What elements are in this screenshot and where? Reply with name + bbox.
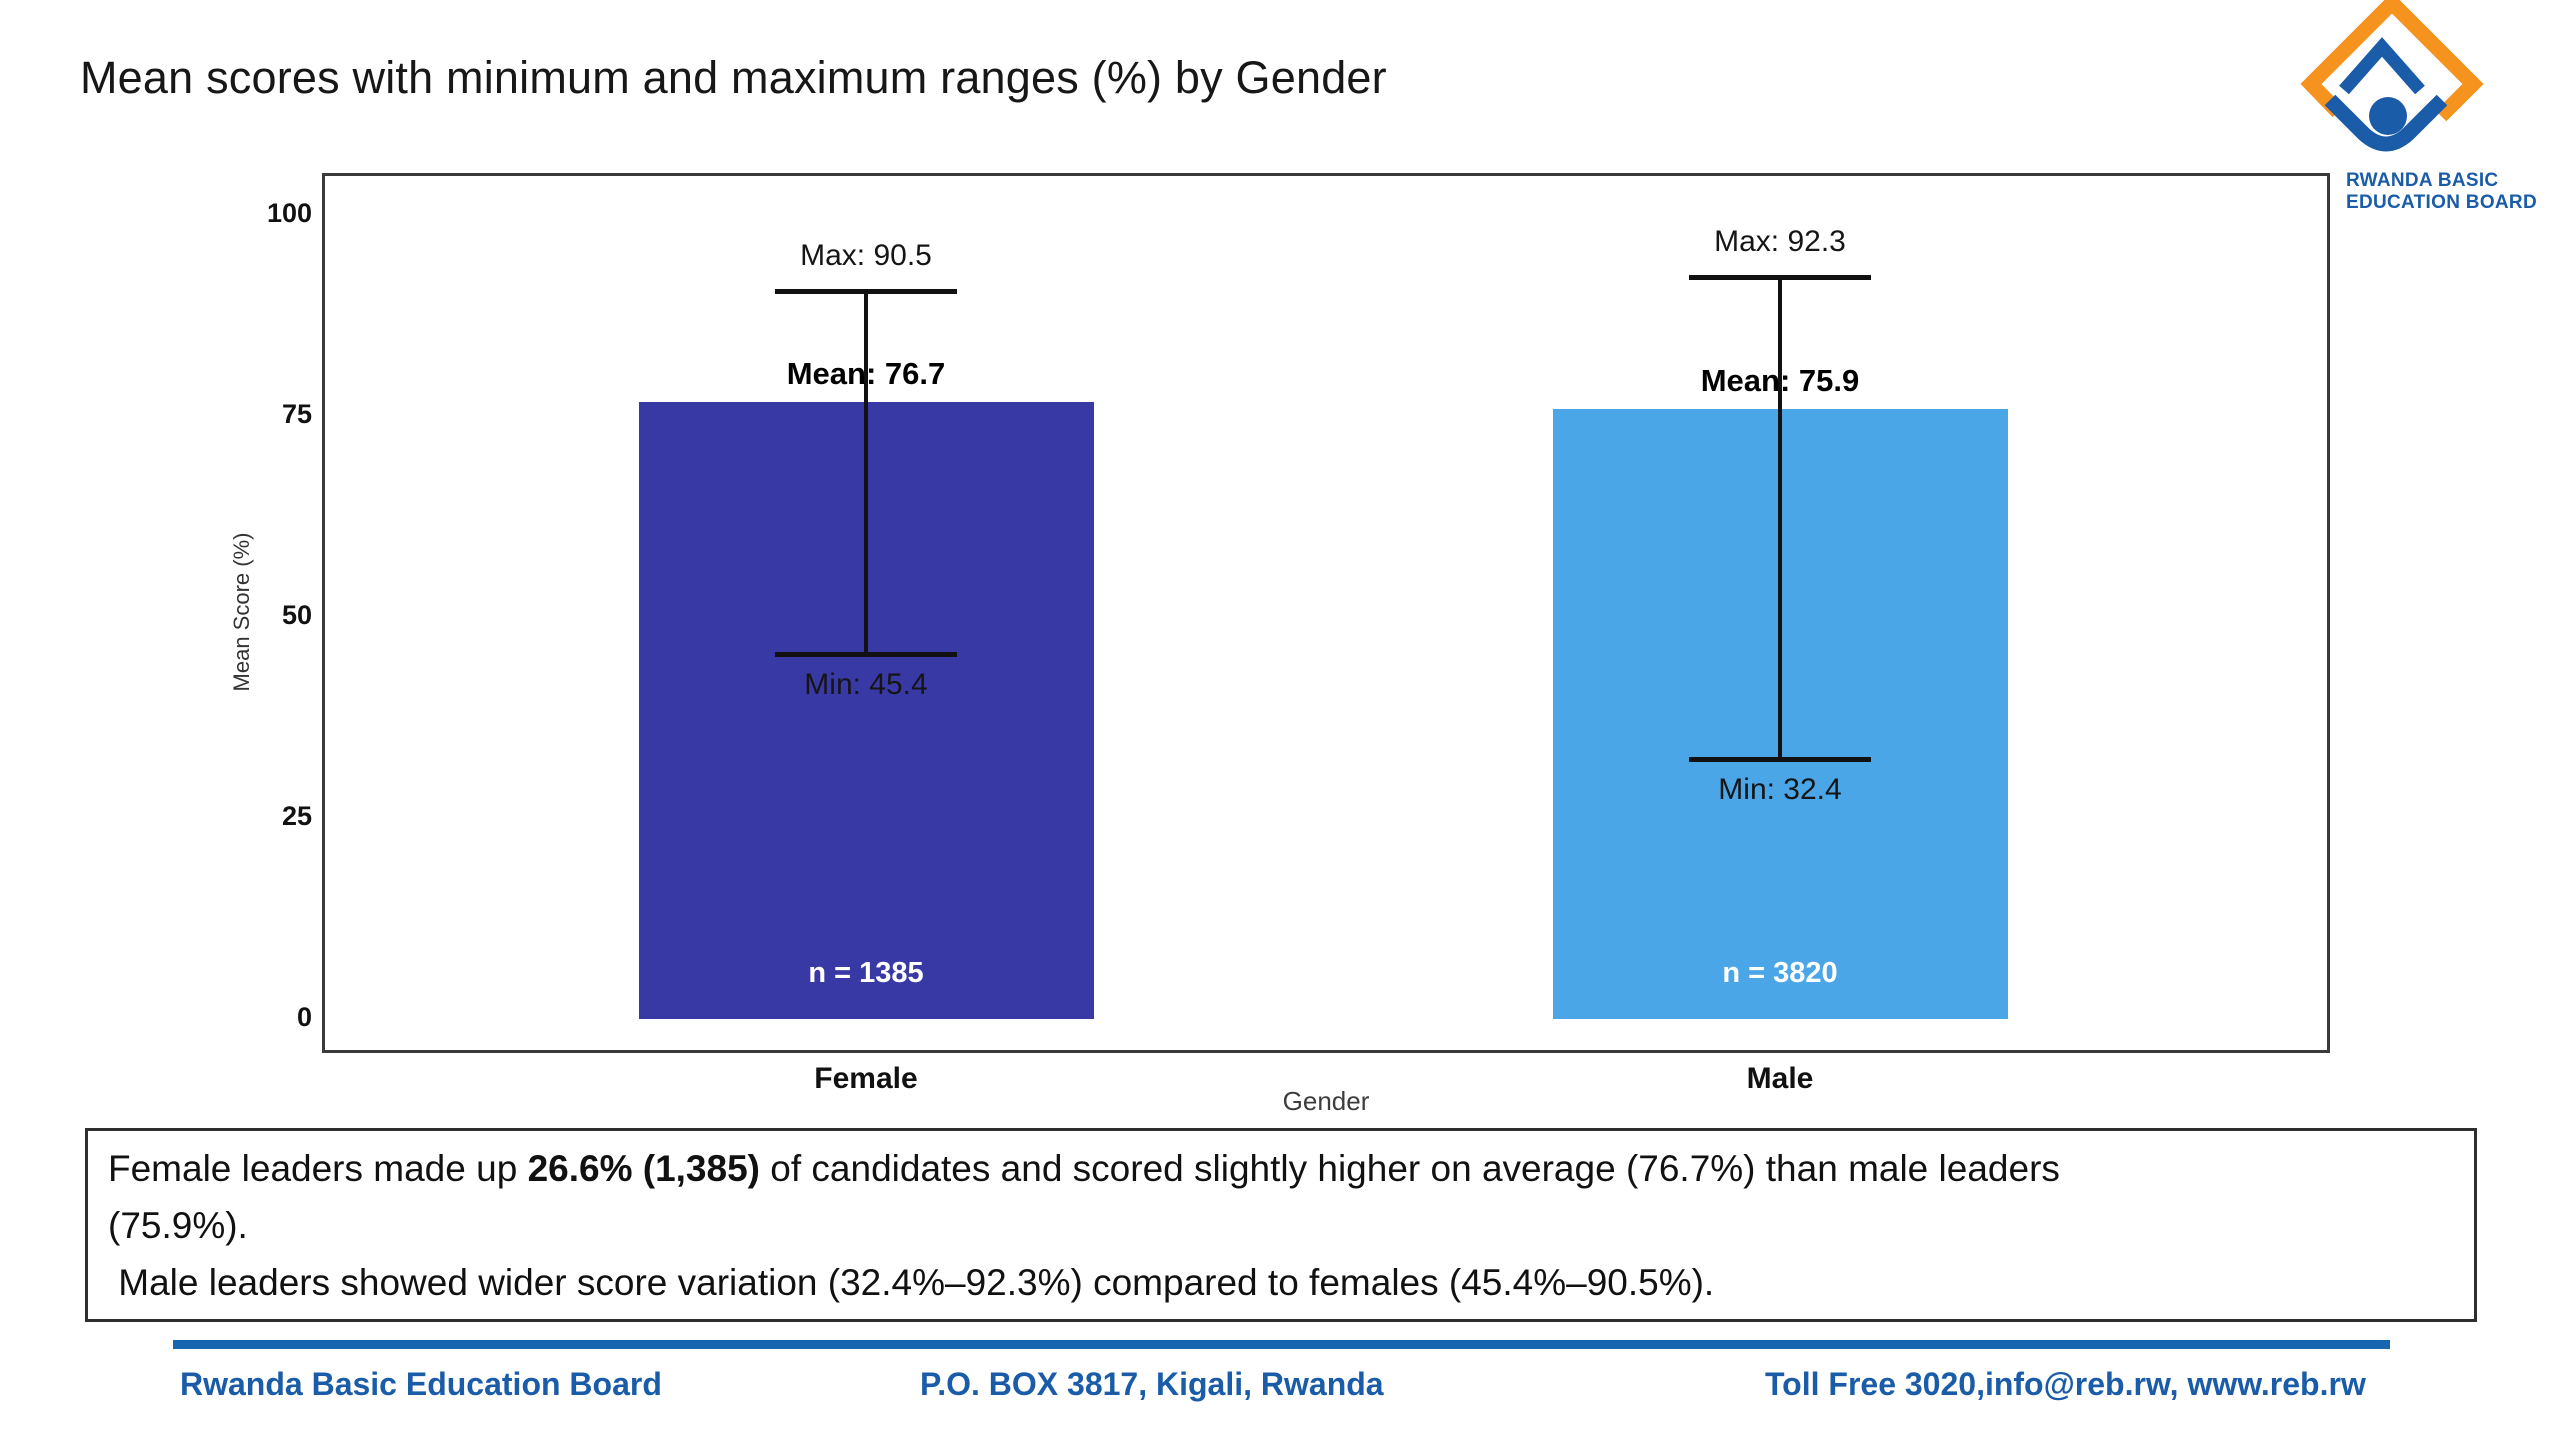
logo-blue-chevron <box>2339 37 2425 95</box>
reb-logo-text-line2: EDUCATION BOARD <box>2346 192 2537 214</box>
y-axis-label: Mean Score (%) <box>229 532 254 692</box>
findings-textbox: Female leaders made up 26.6% (1,385) of … <box>85 1128 2477 1322</box>
footer-address: P.O. BOX 3817, Kigali, Rwanda <box>920 1366 1384 1402</box>
y-tick-100: 100 <box>266 198 312 228</box>
footer-divider <box>173 1340 2390 1349</box>
category-label-male: Male <box>1746 1062 1814 1095</box>
findings-line-1-post: of candidates and scored slightly higher… <box>760 1148 2060 1189</box>
y-tick-75: 75 <box>281 399 312 429</box>
reb-logo-text: RWANDA BASIC EDUCATION BOARD <box>2346 170 2537 215</box>
y-tick-0: 0 <box>296 1002 312 1032</box>
findings-line-1: Female leaders made up 26.6% (1,385) of … <box>108 1141 2454 1198</box>
findings-line-3: Male leaders showed wider score variatio… <box>108 1261 1715 1303</box>
reb-logo-text-line1: RWANDA BASIC <box>2346 170 2499 191</box>
logo-orange-diamond <box>2300 0 2484 122</box>
x-axis-label: Gender <box>1282 1086 1370 1116</box>
footer-contact: Toll Free 3020,info@reb.rw, www.reb.rw <box>1765 1366 2366 1402</box>
chart-plot-frame <box>322 173 2330 1053</box>
logo-blue-circle <box>2369 97 2407 135</box>
reb-logo-icon <box>2300 0 2484 152</box>
findings-line-1-bold: 26.6% (1,385) <box>527 1148 760 1189</box>
y-tick-25: 25 <box>281 801 312 831</box>
page-title: Mean scores with minimum and maximum ran… <box>80 52 1387 103</box>
logo-blue-arc <box>2324 94 2448 152</box>
findings-line-2: (75.9%). <box>108 1204 248 1246</box>
footer-organization: Rwanda Basic Education Board <box>180 1366 662 1402</box>
findings-line-1-pre: Female leaders made up <box>108 1148 528 1189</box>
category-label-female: Female <box>814 1062 918 1095</box>
